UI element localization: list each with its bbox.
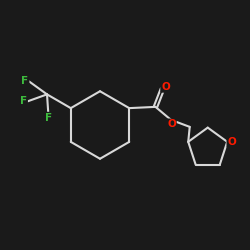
Text: F: F bbox=[22, 76, 29, 86]
Text: F: F bbox=[20, 96, 27, 106]
Text: O: O bbox=[161, 82, 170, 92]
Text: O: O bbox=[227, 137, 236, 147]
Text: O: O bbox=[167, 120, 176, 130]
Text: F: F bbox=[45, 112, 52, 122]
